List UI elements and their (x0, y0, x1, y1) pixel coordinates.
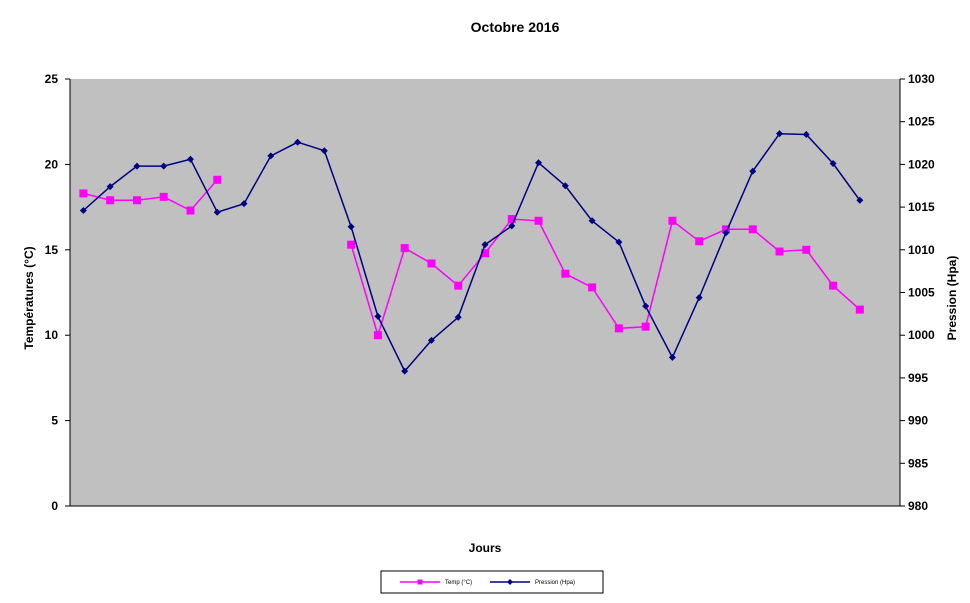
data-point (132, 196, 141, 205)
data-point (267, 152, 275, 160)
data-point (776, 130, 784, 138)
right-tick-label: 1000 (908, 328, 935, 342)
left-tick-label: 20 (45, 157, 59, 171)
data-point (615, 238, 623, 246)
data-point (561, 182, 569, 190)
data-point (454, 281, 463, 290)
y-axis-left-label: Températures (°C) (22, 246, 36, 349)
data-point (213, 208, 221, 216)
data-point (802, 245, 811, 254)
data-point (106, 183, 114, 191)
data-point (159, 192, 168, 201)
legend-marker-pression (507, 579, 513, 585)
data-point (401, 367, 409, 375)
series-line (82, 132, 861, 373)
right-tick-label: 1025 (908, 115, 935, 129)
data-point (347, 240, 356, 249)
right-axis: 980 985 990 995 1000 1005 1010 1015 1020 1025 1030 (899, 72, 935, 513)
data-point (508, 222, 516, 230)
chart-title: Octobre 2016 (471, 19, 560, 35)
x-axis-label: Jours (469, 541, 502, 555)
data-point (320, 147, 328, 155)
right-tick-label: 980 (908, 499, 928, 513)
right-tick-label: 1020 (908, 157, 935, 171)
data-point (829, 281, 838, 290)
right-tick-label: 1005 (908, 286, 935, 300)
right-tick-label: 995 (908, 371, 928, 385)
y-axis-right-label: Pression (Hpa) (945, 256, 959, 341)
data-point (481, 249, 489, 258)
left-tick-label: 5 (51, 414, 58, 428)
data-point (802, 131, 810, 139)
plot-area (70, 79, 900, 506)
data-point (347, 223, 355, 231)
data-point (775, 247, 784, 256)
data-point (294, 138, 302, 146)
data-point (695, 294, 703, 302)
left-tick-label: 0 (51, 499, 58, 513)
data-point (695, 237, 704, 246)
data-point (106, 196, 115, 205)
left-tick-label: 15 (45, 243, 59, 257)
right-tick-label: 1015 (908, 200, 935, 214)
data-point (374, 312, 382, 320)
data-point (749, 167, 757, 175)
data-point (186, 206, 195, 215)
series-0 (79, 175, 864, 340)
data-point (668, 353, 676, 361)
data-point (79, 189, 88, 198)
data-point (160, 162, 168, 170)
series-1 (79, 130, 864, 375)
data-point (722, 229, 730, 237)
right-tick-label: 985 (908, 456, 928, 470)
data-point (668, 216, 677, 225)
data-point (213, 175, 222, 184)
data-point (427, 336, 435, 344)
right-tick-label: 1010 (908, 243, 935, 257)
legend: Temp (°C) Pression (Hpa) (380, 570, 604, 594)
data-point (507, 215, 516, 224)
right-tick-label: 990 (908, 414, 928, 428)
data-point (588, 283, 597, 292)
data-point (534, 216, 543, 225)
data-point (400, 244, 409, 253)
legend-label-temp: Temp (°C) (445, 580, 472, 586)
data-point (240, 200, 248, 208)
data-point (588, 217, 596, 225)
data-point (856, 196, 864, 204)
left-tick-label: 10 (45, 328, 59, 342)
data-point (641, 322, 650, 331)
legend-label-pression: Pression (Hpa) (535, 580, 575, 586)
series-line (350, 218, 861, 338)
data-point (454, 313, 462, 321)
right-tick-label: 1030 (908, 72, 935, 86)
data-point (855, 305, 864, 314)
left-tick-label: 25 (45, 72, 59, 86)
data-point (186, 155, 194, 163)
data-point (79, 207, 87, 215)
data-point (561, 269, 570, 278)
data-point (133, 162, 141, 170)
data-point (481, 241, 489, 249)
data-point (427, 259, 436, 268)
data-point (829, 160, 837, 168)
left-axis: 0 5 10 15 20 25 (45, 72, 900, 513)
data-point (535, 159, 543, 167)
series-line (83, 179, 218, 212)
data-point (642, 302, 650, 310)
data-point (748, 225, 757, 234)
legend-marker-temp (417, 579, 423, 585)
series-layer (79, 130, 864, 375)
data-point (373, 331, 382, 340)
data-point (614, 324, 623, 333)
